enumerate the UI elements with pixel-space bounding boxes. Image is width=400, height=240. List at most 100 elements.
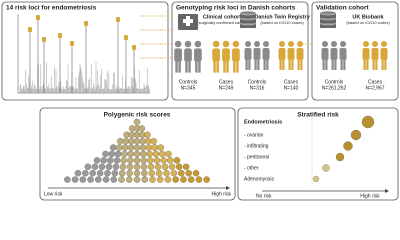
person-leg [300,59,303,70]
person-body [296,48,304,60]
risk-dot [350,129,362,141]
person-head [322,41,328,47]
person-leg [331,59,334,70]
person-leg [282,59,285,70]
person-leg [343,59,346,70]
person-head [381,41,387,47]
person-body [321,48,329,60]
coin [133,176,141,183]
coin [140,157,147,164]
person-leg [297,59,300,70]
coin [112,163,120,171]
person-leg [322,59,325,70]
group-n: N=140 [284,85,299,91]
group-n: N=2,967 [365,85,384,91]
row-label: - ovarian [244,132,264,138]
person-leg [254,59,257,70]
person-head [174,40,182,48]
person-head [222,40,230,48]
row-label: Endometriosis [244,119,282,125]
coin [172,176,179,183]
person-leg [266,59,269,70]
panel-title: Polygenic risk scores [104,112,171,119]
coin [141,176,148,183]
person-body [287,48,295,60]
coin [157,144,165,151]
coin [114,150,122,158]
coin [84,163,92,171]
coin [139,137,146,145]
person-leg [178,60,181,73]
coin [151,144,159,151]
coin [74,169,82,177]
coin [168,163,176,171]
coin [156,176,164,183]
person-head [331,41,337,47]
coin [182,163,190,171]
person-leg [198,60,201,73]
group-label: Cases [219,79,234,85]
coin [96,169,104,177]
person-leg [185,60,188,73]
person-body [362,48,370,60]
coin [150,137,157,145]
coin [79,176,87,183]
coin [140,150,147,158]
locus-marker [36,15,40,20]
coin [127,150,134,158]
person-body [380,48,388,60]
arrow-head [385,189,389,193]
locus-marker [132,45,136,50]
coin [145,144,153,151]
coin [95,176,102,183]
locus-marker [42,37,46,42]
database-icon [320,18,336,23]
coin [113,157,121,164]
person-body [244,48,252,60]
person-body [330,48,338,60]
coin [126,169,133,177]
coin [117,137,124,145]
panel-box [1,1,169,101]
person-leg [188,60,191,73]
person-leg [248,59,251,70]
risk-dot [312,175,320,183]
coin [146,150,153,158]
cohort-note: (based on ICD10 codes) [260,20,304,25]
coin [138,125,146,132]
person-leg [257,59,260,70]
coin [158,150,166,158]
person-leg [213,60,216,73]
coin [147,157,154,164]
locus-marker [28,27,32,32]
coin [133,169,141,177]
coin [173,157,181,164]
coin [149,176,156,183]
person-leg [223,60,226,73]
coin [148,169,156,177]
database-icon [320,23,336,28]
coin [91,163,99,171]
person-leg [381,59,384,70]
arrow-head [226,186,230,190]
cohort-note: (based on ICD10 codes) [346,20,390,25]
person-leg [263,59,266,70]
person-leg [195,60,198,73]
axis-label: High risk [212,191,232,197]
coin [128,137,135,145]
panel-title: 14 risk loci for endometriosis [6,5,97,12]
locus-marker [70,41,74,46]
person-leg [236,60,239,73]
person-leg [334,59,337,70]
person-body [232,48,240,62]
coin [163,169,170,177]
coin [139,144,147,151]
database-icon [319,10,337,16]
group-label: Controls [325,79,344,85]
coin [160,157,167,164]
database-icon [320,13,336,18]
person-leg [279,59,282,70]
graphics: Endometriosis - ovarian - infiltrating - pe… [17,10,388,183]
person-head [245,41,251,47]
person-head [212,40,220,48]
